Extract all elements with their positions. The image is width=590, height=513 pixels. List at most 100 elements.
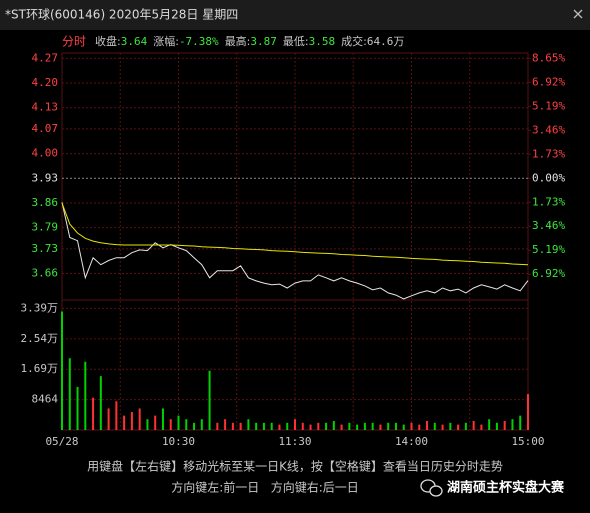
volume-bar (185, 419, 188, 430)
volume-bar (200, 419, 203, 430)
title-bar (0, 0, 590, 30)
y2-tick-label: 0.00% (532, 171, 565, 184)
volume-bar (418, 424, 421, 430)
y-tick-label: 4.07 (32, 122, 59, 135)
volume-bar (379, 424, 382, 430)
volume-bar (433, 422, 436, 430)
volume-bar (130, 412, 133, 430)
close-button[interactable] (573, 9, 583, 19)
volume-bar (495, 422, 498, 430)
info-label: 最高: (225, 34, 251, 48)
volume-bar (309, 424, 312, 430)
volume-bar (449, 422, 452, 430)
info-value: 3.87 (250, 35, 277, 48)
volume-bar (99, 376, 102, 430)
y2-tick-label: 1.73% (532, 195, 565, 208)
volume-bar (301, 422, 304, 430)
x-tick-label: 15:00 (511, 435, 544, 448)
volume-bar (464, 422, 467, 430)
y-tick-label: 4.20 (32, 76, 59, 89)
x-tick-label: 11:30 (278, 435, 311, 448)
y-tick-label: 3.39万 (21, 301, 59, 314)
info-value: 64.6万 (367, 35, 405, 48)
y2-tick-label: 1.73% (532, 147, 565, 160)
volume-bar (332, 421, 335, 430)
y-tick-label: 4.00 (32, 147, 59, 160)
y-tick-label: 2.54万 (21, 332, 59, 345)
volume-bar (216, 422, 219, 430)
volume-bar (472, 421, 475, 430)
volume-bar (527, 394, 529, 430)
volume-bar (255, 422, 258, 430)
hint-line: 方向键左:前一日 方向键右:后一日 (171, 480, 359, 495)
volume-bar (480, 424, 483, 430)
info-value: 3.64 (121, 35, 148, 48)
volume-bar (123, 415, 126, 430)
mode-label: 分时 (62, 35, 86, 49)
volume-bar (488, 419, 491, 430)
price-line (61, 202, 529, 300)
volume-bar (115, 401, 118, 430)
x-tick-label: 10:30 (162, 435, 195, 448)
volume-bar (270, 422, 273, 430)
volume-bar (262, 422, 265, 430)
window-title: *ST环球(600146) 2020年5月28日 星期四 (5, 8, 238, 22)
volume-bar (503, 421, 506, 430)
y-tick-label: 3.73 (32, 242, 59, 255)
volume-bar (247, 419, 250, 430)
wechat-icon (420, 479, 443, 497)
volume-bar (426, 421, 429, 430)
y-tick-label: 3.93 (32, 171, 59, 184)
watermark: 湖南硕主杯实盘大赛 (447, 480, 565, 496)
volume-bar (363, 422, 366, 430)
hint-line: 用键盘【左右键】移动光标至某一日K线，按【空格键】查看当日历史分时走势 (87, 459, 503, 474)
volume-bar (177, 415, 180, 430)
y-tick-label: 8464 (32, 393, 59, 406)
volume-bar (278, 424, 281, 430)
y-tick-label: 1.69万 (21, 362, 59, 375)
y2-tick-label: 6.92% (532, 267, 565, 280)
info-label: 涨幅: (153, 35, 179, 48)
volume-bar (340, 424, 343, 430)
volume-bar (294, 419, 296, 430)
volume-bar (61, 311, 63, 430)
volume-bar (387, 422, 390, 430)
info-value: -7.38% (179, 35, 219, 48)
volume-bar (193, 422, 196, 430)
volume-bar (286, 422, 289, 430)
volume-bar (457, 424, 460, 430)
volume-bar (348, 422, 351, 430)
volume-bar (208, 370, 211, 430)
info-label: 最低: (283, 35, 309, 48)
volume-bar (92, 397, 95, 430)
y2-tick-label: 5.19% (532, 243, 565, 256)
volume-bar (146, 419, 149, 430)
volume-bar (231, 422, 234, 430)
volume-bar (441, 424, 444, 430)
volume-bar (511, 419, 514, 430)
volume-bar (154, 415, 157, 430)
info-row: 分时 收盘: 3.64 涨幅: -7.38% 最高: 3.87 最低: 3.58 成交: 64.6万 (62, 34, 404, 49)
y2-tick-label: 8.65% (532, 51, 565, 64)
volume-bar (239, 422, 242, 430)
volume-bar (394, 422, 397, 430)
y-tick-label: 4.27 (32, 51, 59, 64)
info-label: 成交: (341, 34, 367, 48)
volume-bar (68, 358, 71, 430)
y-tick-label: 3.79 (32, 221, 59, 234)
price-line (61, 202, 529, 266)
volume-bar (224, 419, 227, 430)
volume-bar (402, 424, 405, 430)
y-tick-label: 3.86 (32, 196, 59, 209)
volume-bar (107, 408, 110, 430)
volume-bar (161, 408, 164, 430)
y2-tick-label: 3.46% (532, 219, 565, 232)
info-value: 3.58 (309, 35, 336, 48)
y2-tick-label: 6.92% (532, 75, 565, 88)
y-tick-label: 4.13 (32, 101, 59, 114)
info-label: 收盘: (95, 34, 121, 48)
volume-bar (84, 361, 87, 430)
y2-tick-label: 5.19% (532, 99, 565, 112)
volume-bar (317, 422, 320, 430)
